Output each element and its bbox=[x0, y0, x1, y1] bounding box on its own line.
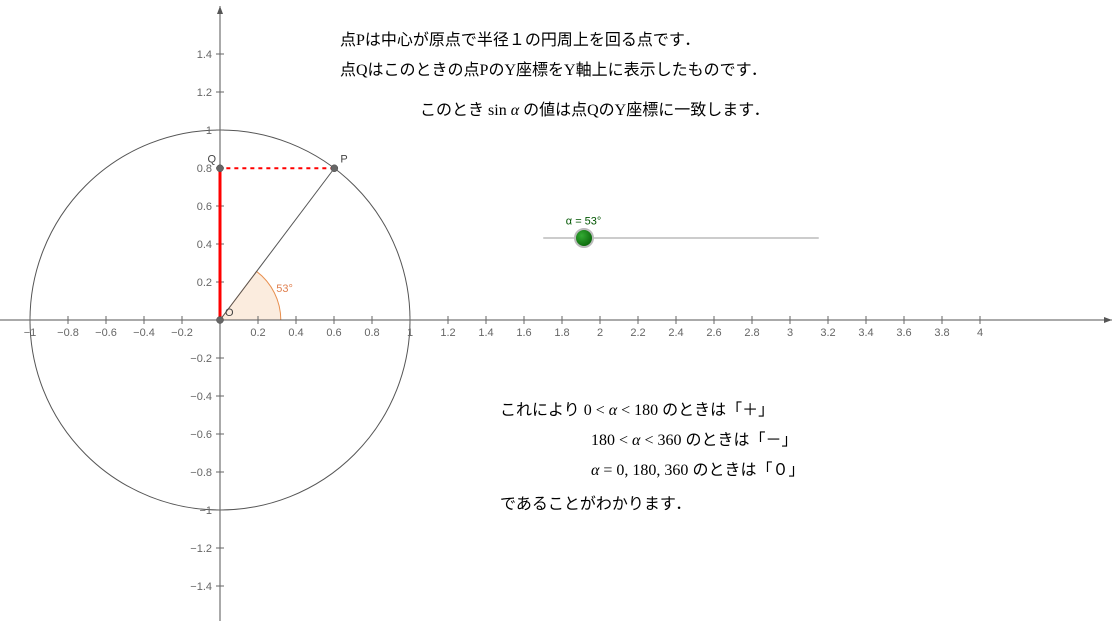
x-tick-label: −0.8 bbox=[57, 327, 79, 339]
y-tick-label: 0.6 bbox=[197, 201, 212, 213]
x-tick-label: −0.2 bbox=[171, 327, 193, 339]
x-tick-label: 0.2 bbox=[250, 327, 265, 339]
x-tick-label: 2.6 bbox=[706, 327, 721, 339]
math-sin: sin bbox=[488, 102, 511, 119]
y-tick-label: −0.2 bbox=[190, 353, 212, 365]
x-tick-label: 3.4 bbox=[858, 327, 873, 339]
y-tick-label: 1.2 bbox=[197, 87, 212, 99]
math: = 0, 180, 360 bbox=[599, 462, 688, 479]
description-line-3: このとき sin α の値は点QのY座標に一致します． bbox=[420, 96, 770, 120]
math-alpha: α bbox=[609, 402, 617, 419]
description-block-d: であることがわかります． bbox=[500, 490, 691, 514]
math: 180 < bbox=[591, 432, 632, 449]
text: 点Qはこのときの点PのY座標をY軸上に表示したものです． bbox=[340, 62, 767, 79]
angle-label: 53° bbox=[276, 283, 293, 295]
y-tick-label: −1.2 bbox=[190, 543, 212, 555]
x-tick-label: 2.2 bbox=[630, 327, 645, 339]
x-tick-label: 3 bbox=[787, 327, 793, 339]
text-pre: これにより bbox=[500, 402, 584, 419]
y-tick-label: 1.4 bbox=[197, 49, 212, 61]
y-tick-label: −1 bbox=[199, 505, 212, 517]
x-tick-label: 2.8 bbox=[744, 327, 759, 339]
x-tick-label: 1.8 bbox=[554, 327, 569, 339]
description-block-c: α = 0, 180, 360 のときは「０」 bbox=[591, 456, 804, 480]
math: < 180 bbox=[617, 402, 658, 419]
y-tick-label: −1.4 bbox=[190, 581, 212, 593]
description-line-1: 点Pは中心が原点で半径１の円周上を回る点です． bbox=[340, 26, 700, 50]
x-tick-label: 0.4 bbox=[288, 327, 303, 339]
x-tick-label: 1.4 bbox=[478, 327, 493, 339]
y-tick-label: −0.6 bbox=[190, 429, 212, 441]
description-line-2: 点Qはこのときの点PのY座標をY軸上に表示したものです． bbox=[340, 56, 767, 80]
origin-label: O bbox=[225, 307, 234, 319]
x-tick-label: 2.4 bbox=[668, 327, 683, 339]
text-post: のときは「０」 bbox=[688, 462, 804, 479]
y-tick-label: −0.8 bbox=[190, 467, 212, 479]
math: < 360 bbox=[640, 432, 681, 449]
slider-label: α = 53° bbox=[566, 215, 602, 227]
point-p[interactable] bbox=[331, 165, 338, 172]
x-tick-label: 3.2 bbox=[820, 327, 835, 339]
q-label: Q bbox=[207, 153, 216, 165]
y-tick-label: 1 bbox=[206, 125, 212, 137]
text-post: のときは「－」 bbox=[681, 432, 797, 449]
x-tick-label: 3.8 bbox=[934, 327, 949, 339]
text: であることがわかります． bbox=[500, 496, 691, 513]
text-pre: このとき bbox=[420, 102, 488, 119]
x-tick-label: 2 bbox=[597, 327, 603, 339]
x-tick-label: 4 bbox=[977, 327, 983, 339]
y-tick-label: 0.4 bbox=[197, 239, 212, 251]
alpha-slider[interactable] bbox=[543, 228, 819, 248]
x-tick-label: 0.8 bbox=[364, 327, 379, 339]
p-label: P bbox=[340, 153, 347, 165]
math: 0 < bbox=[584, 402, 609, 419]
description-block-b: 180 < α < 360 のときは「－」 bbox=[591, 426, 797, 450]
description-block-a: これにより 0 < α < 180 のときは「＋」 bbox=[500, 396, 774, 420]
y-tick-label: −0.4 bbox=[190, 391, 212, 403]
x-tick-label: −0.6 bbox=[95, 327, 117, 339]
math-alpha: α bbox=[511, 102, 519, 119]
x-tick-label: −0.4 bbox=[133, 327, 155, 339]
text: 点Pは中心が原点で半径１の円周上を回る点です． bbox=[340, 32, 700, 49]
text-post: のときは「＋」 bbox=[658, 402, 774, 419]
x-tick-label: −1 bbox=[24, 327, 37, 339]
x-tick-label: 1.6 bbox=[516, 327, 531, 339]
y-tick-label: 0.2 bbox=[197, 277, 212, 289]
point-q bbox=[217, 165, 224, 172]
x-tick-label: 0.6 bbox=[326, 327, 341, 339]
point-origin bbox=[217, 317, 224, 324]
slider-handle[interactable] bbox=[574, 228, 594, 248]
unit-circle-plot: 53° −1 −0.8 −0.6 −0.4 −0.2 0.2 0.4 0.6 0.8 1 1.2 1.4… bbox=[0, 0, 1118, 621]
text-post: の値は点QのY座標に一致します． bbox=[519, 102, 769, 119]
x-tick-label: 1.2 bbox=[440, 327, 455, 339]
radius-op bbox=[220, 168, 334, 320]
x-tick-label: 1 bbox=[407, 327, 413, 339]
x-tick-label: 3.6 bbox=[896, 327, 911, 339]
